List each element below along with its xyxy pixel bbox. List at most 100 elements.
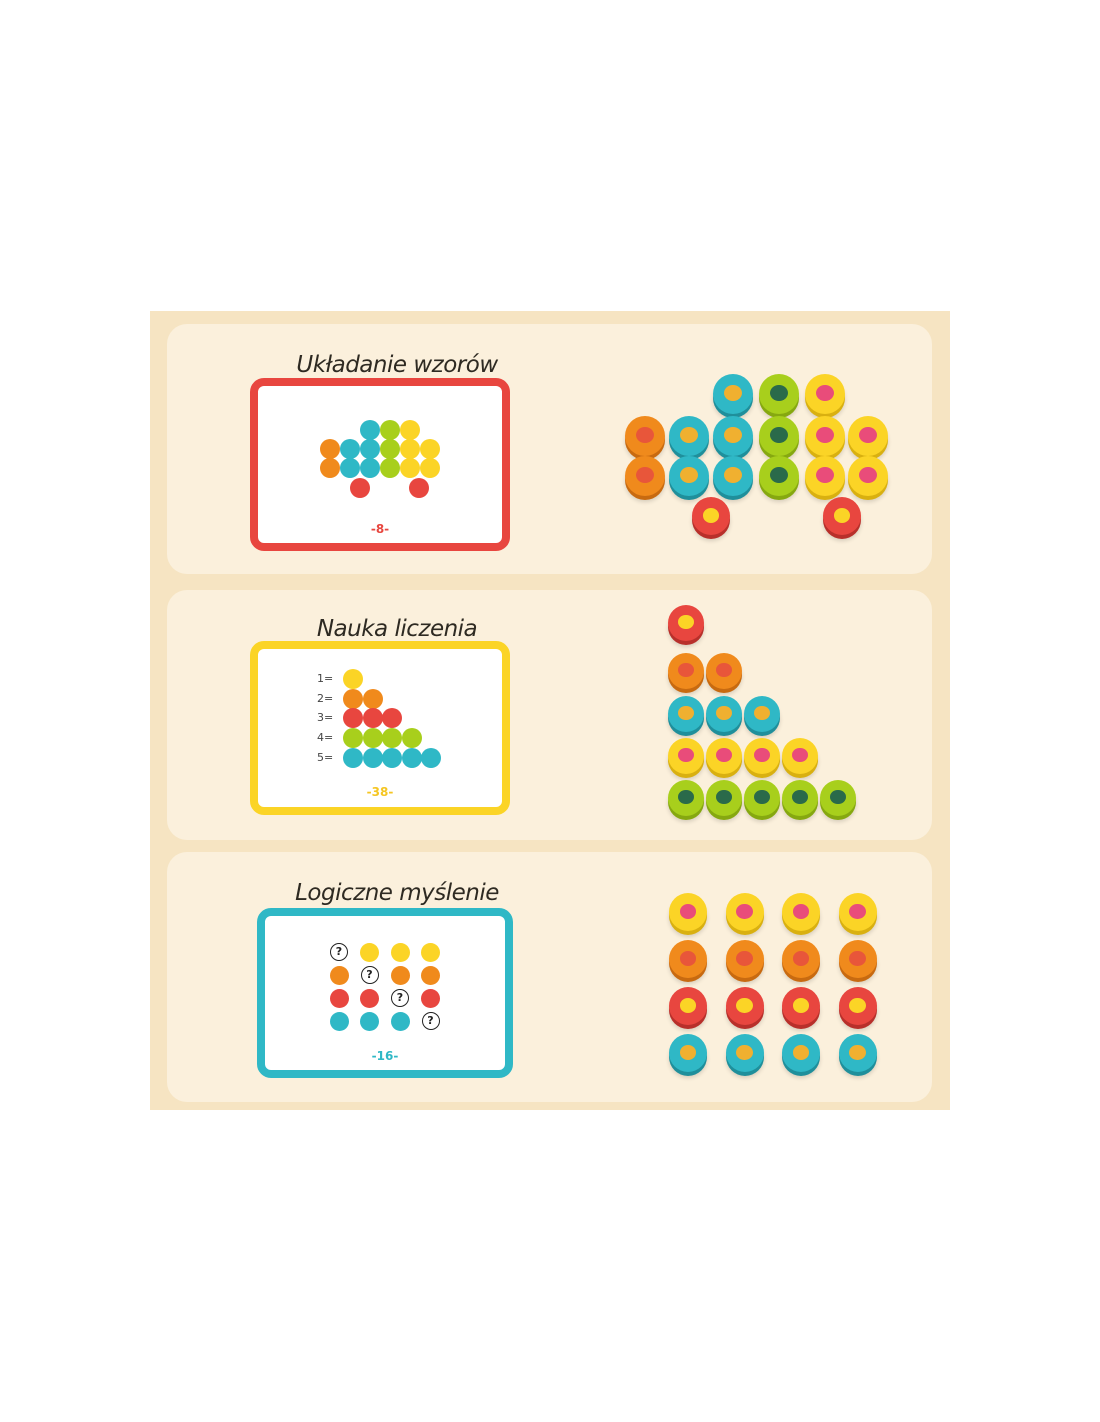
- yellow-token: [848, 456, 888, 496]
- carrot-icon: [716, 663, 732, 678]
- fish-icon: [678, 706, 694, 721]
- teal-token: [838, 1034, 877, 1072]
- panel-pattern: Układanie wzorów -8-: [167, 324, 932, 574]
- dragonfly-icon: [792, 790, 808, 805]
- yellow-dot: [400, 420, 420, 440]
- teal-dot: [421, 747, 441, 768]
- dragonfly-icon: [770, 385, 788, 402]
- count-label: 2=: [317, 691, 334, 705]
- teal-dot: [360, 1011, 379, 1031]
- teal-token: [725, 1034, 764, 1072]
- teal-dot: [340, 458, 360, 478]
- orange-dot: [329, 965, 349, 985]
- question-mark-icon: ?: [391, 989, 409, 1007]
- green-token: [759, 416, 799, 456]
- fish-icon: [754, 706, 770, 721]
- green-token: [782, 780, 818, 816]
- orange-dot: [320, 439, 340, 459]
- red-dot: [350, 478, 370, 498]
- yellow-token: [805, 456, 845, 496]
- count-label: 3=: [317, 711, 334, 725]
- green-dot: [380, 439, 400, 459]
- section-title: Logiczne myślenie: [295, 880, 499, 906]
- product-infographic: Układanie wzorów -8- Nauka liczenia -38-…: [150, 311, 950, 1110]
- banana-icon: [702, 507, 720, 523]
- teal-dot: [329, 1011, 349, 1031]
- flower-icon: [716, 748, 732, 763]
- red-dot: [329, 988, 349, 1008]
- orange-token: [782, 940, 820, 978]
- teal-dot: [343, 747, 363, 768]
- red-dot: [362, 708, 383, 729]
- yellow-token: [805, 374, 845, 414]
- teal-token: [744, 696, 780, 732]
- orange-token: [668, 653, 704, 689]
- yellow-dot: [420, 439, 440, 459]
- orange-token: [625, 416, 665, 456]
- green-token: [668, 780, 704, 816]
- fish-icon: [680, 427, 698, 444]
- green-dot: [382, 728, 402, 749]
- green-token: [744, 780, 780, 816]
- teal-dot: [360, 420, 380, 440]
- yellow-token: [782, 738, 818, 774]
- fish-icon: [724, 427, 742, 444]
- green-dot: [343, 728, 363, 749]
- red-token: [823, 497, 861, 535]
- dragonfly-icon: [770, 427, 788, 444]
- teal-token: [669, 416, 709, 456]
- red-dot: [343, 708, 363, 729]
- orange-dot: [362, 688, 383, 709]
- teal-dot: [360, 439, 380, 459]
- green-token: [706, 780, 742, 816]
- orange-token: [838, 940, 877, 978]
- banana-icon: [792, 997, 810, 1013]
- banana-icon: [849, 997, 866, 1013]
- card-page-number: -8-: [370, 522, 390, 536]
- teal-token: [669, 456, 709, 496]
- teal-dot: [362, 747, 383, 768]
- flower-icon: [816, 467, 834, 484]
- fish-icon: [679, 1044, 697, 1060]
- teal-token: [713, 374, 753, 414]
- green-dot: [380, 458, 400, 478]
- green-dot: [362, 728, 383, 749]
- orange-token: [706, 653, 742, 689]
- count-label: 1=: [317, 672, 334, 685]
- yellow-token: [706, 738, 742, 774]
- teal-dot: [382, 747, 402, 768]
- flower-icon: [816, 427, 834, 444]
- teal-token: [713, 456, 753, 496]
- teal-token: [669, 1034, 707, 1072]
- yellow-dot: [360, 942, 379, 962]
- green-dot: [380, 420, 400, 440]
- teal-dot: [390, 1011, 410, 1031]
- orange-token: [725, 940, 764, 978]
- fish-icon: [736, 1044, 753, 1060]
- yellow-dot: [390, 942, 410, 962]
- teal-token: [706, 696, 742, 732]
- yellow-dot: [420, 458, 440, 478]
- yellow-token: [668, 738, 704, 774]
- red-token: [692, 497, 730, 535]
- yellow-token: [725, 893, 764, 931]
- red-token: [668, 605, 704, 641]
- flower-icon: [754, 748, 770, 763]
- yellow-token: [782, 893, 820, 931]
- green-token: [820, 780, 856, 816]
- yellow-dot: [421, 942, 440, 962]
- fish-icon: [680, 467, 698, 484]
- flower-icon: [678, 748, 694, 763]
- green-token: [759, 374, 799, 414]
- dragonfly-icon: [830, 790, 846, 805]
- flower-icon: [859, 427, 877, 444]
- orange-dot: [343, 688, 363, 709]
- red-dot: [360, 988, 379, 1008]
- flower-icon: [816, 385, 834, 402]
- flower-icon: [849, 903, 866, 919]
- banana-icon: [833, 507, 851, 523]
- banana-icon: [679, 997, 697, 1013]
- green-dot: [401, 728, 422, 749]
- fish-icon: [724, 467, 742, 484]
- green-token: [759, 456, 799, 496]
